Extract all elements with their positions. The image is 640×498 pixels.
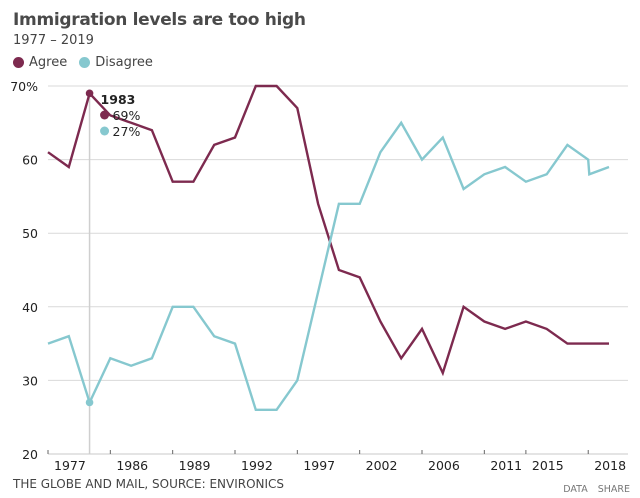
data-point-agree[interactable] [315, 201, 321, 207]
data-point-disagree[interactable] [398, 120, 404, 126]
data-point-agree[interactable] [461, 304, 467, 310]
data-point-agree[interactable] [45, 149, 51, 155]
data-point-disagree[interactable] [232, 341, 238, 347]
data-point-disagree[interactable] [170, 304, 176, 310]
gridlines [48, 85, 628, 381]
data-point-agree[interactable] [149, 127, 155, 133]
data-point-agree[interactable] [336, 267, 342, 273]
data-point-disagree[interactable] [128, 363, 134, 369]
data-point-agree[interactable] [502, 326, 508, 332]
x-tick-label: 2018 [594, 458, 626, 473]
legend-label-disagree: Disagree [95, 55, 153, 70]
data-point-disagree[interactable] [294, 377, 300, 383]
footer-links: DATA SHARE [563, 484, 630, 495]
disagree-swatch-icon [79, 57, 91, 68]
data-point-agree[interactable] [66, 164, 72, 170]
data-point-disagree[interactable] [357, 201, 363, 207]
data-link[interactable]: DATA [563, 484, 588, 495]
data-point-disagree[interactable] [502, 164, 508, 170]
tooltip-agree-dot-icon [100, 110, 110, 120]
data-point-agree[interactable] [232, 135, 238, 141]
y-tick-label: 60 [22, 153, 38, 168]
series-line-agree[interactable] [47, 84, 609, 377]
y-tick-label: 30 [22, 373, 38, 388]
data-point-disagree[interactable] [544, 171, 550, 177]
data-point-disagree[interactable] [377, 149, 383, 155]
data-point-agree[interactable] [377, 319, 383, 325]
data-point-agree[interactable] [190, 179, 196, 185]
y-tick-label: 20 [22, 447, 38, 462]
data-point-disagree[interactable] [523, 179, 529, 185]
data-point-disagree[interactable] [606, 164, 612, 170]
data-point-disagree[interactable] [481, 171, 487, 177]
chart-subtitle: 1977 – 2019 [13, 33, 94, 48]
data-point-agree[interactable] [170, 179, 176, 185]
data-point-disagree[interactable] [149, 355, 155, 361]
data-point-agree[interactable] [357, 274, 363, 280]
legend-item-agree[interactable]: Agree [13, 55, 67, 70]
x-tick-label: 1977 [54, 458, 86, 473]
data-point-disagree[interactable] [315, 289, 321, 295]
x-tick-label: 1986 [116, 458, 148, 473]
data-point-agree[interactable] [523, 319, 529, 325]
data-point-agree[interactable] [294, 105, 300, 111]
x-tick-label: 2015 [532, 458, 564, 473]
series-lines [45, 83, 612, 413]
tooltip: 1983 69% 27% [100, 92, 140, 139]
y-tick-label: 40 [22, 300, 38, 315]
chart-title: Immigration levels are too high [13, 10, 306, 30]
highlight-point-disagree [85, 398, 94, 407]
data-point-disagree[interactable] [190, 304, 196, 310]
legend: Agree Disagree [13, 55, 153, 70]
data-point-disagree[interactable] [211, 333, 217, 339]
data-point-agree[interactable] [564, 341, 570, 347]
x-tick-label: 1997 [303, 458, 335, 473]
data-point-disagree[interactable] [440, 135, 446, 141]
data-point-disagree[interactable] [585, 157, 591, 163]
data-point-agree[interactable] [398, 355, 404, 361]
data-point-disagree[interactable] [66, 333, 72, 339]
x-axis: 1977 1986 1989 1992 1997 2002 2006 2011 2015 2018 [47, 450, 628, 473]
series-line-disagree[interactable] [47, 120, 610, 411]
data-point-disagree[interactable] [253, 407, 259, 413]
data-point-agree[interactable] [440, 370, 446, 376]
x-tick-label: 2011 [490, 458, 522, 473]
x-tick-label: 1992 [241, 458, 273, 473]
x-tick-label: 2002 [366, 458, 398, 473]
highlight-point-agree [85, 89, 94, 98]
legend-label-agree: Agree [29, 55, 68, 70]
data-point-agree[interactable] [419, 326, 425, 332]
data-point-disagree[interactable] [419, 157, 425, 163]
x-tick-label: 1989 [179, 458, 211, 473]
tooltip-disagree-dot-icon [100, 126, 110, 136]
data-point-disagree[interactable] [564, 142, 570, 148]
data-point-disagree[interactable] [274, 407, 280, 413]
data-point-agree[interactable] [253, 83, 259, 89]
data-point-agree[interactable] [481, 319, 487, 325]
tooltip-year: 1983 [101, 92, 136, 107]
data-point-agree[interactable] [274, 83, 280, 89]
y-tick-label: 50 [22, 226, 38, 241]
data-point-agree[interactable] [586, 341, 592, 347]
data-point-disagree[interactable] [336, 201, 342, 207]
data-point-disagree[interactable] [461, 186, 467, 192]
data-point-disagree[interactable] [586, 171, 592, 177]
x-tick-label: 2006 [428, 458, 460, 473]
data-point-agree[interactable] [544, 326, 550, 332]
tooltip-disagree-value: 27% [113, 124, 141, 139]
source-credit: THE GLOBE AND MAIL, SOURCE: ENVIRONICS [13, 477, 285, 491]
data-point-disagree[interactable] [45, 341, 51, 347]
legend-item-disagree[interactable]: Disagree [79, 55, 153, 70]
data-point-agree[interactable] [606, 341, 612, 347]
y-tick-label: 70% [10, 79, 38, 94]
tooltip-agree-value: 69% [113, 108, 141, 123]
data-point-agree[interactable] [211, 142, 217, 148]
agree-swatch-icon [13, 57, 24, 68]
y-axis-ticks: 20 30 40 50 60 70% [10, 79, 38, 462]
share-link[interactable]: SHARE [597, 484, 630, 495]
data-point-disagree[interactable] [107, 355, 113, 361]
